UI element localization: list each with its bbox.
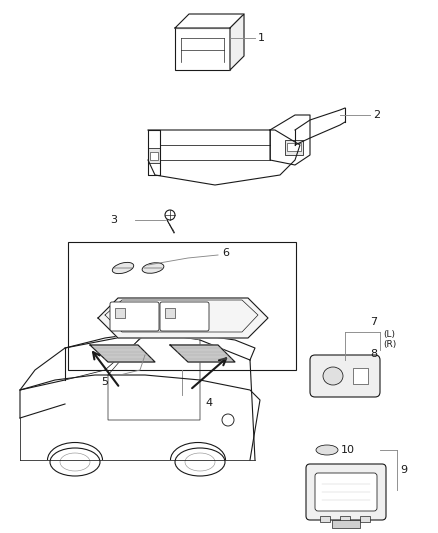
Ellipse shape <box>50 448 100 476</box>
Bar <box>353 368 368 384</box>
Bar <box>115 308 125 318</box>
Bar <box>148 148 160 163</box>
Text: (R): (R) <box>383 340 396 349</box>
Text: (L): (L) <box>383 329 395 338</box>
Ellipse shape <box>316 445 338 455</box>
Bar <box>150 152 158 160</box>
FancyBboxPatch shape <box>306 464 386 520</box>
Text: 10: 10 <box>341 445 355 455</box>
Text: 9: 9 <box>400 465 407 475</box>
Ellipse shape <box>112 262 134 273</box>
Ellipse shape <box>323 367 343 385</box>
Bar <box>360 516 370 522</box>
Polygon shape <box>90 345 155 362</box>
Bar <box>287 143 301 151</box>
Polygon shape <box>170 345 235 362</box>
Text: 3: 3 <box>110 215 117 225</box>
Ellipse shape <box>175 448 225 476</box>
Bar <box>332 520 360 528</box>
Ellipse shape <box>185 453 215 471</box>
Bar <box>285 140 303 155</box>
Polygon shape <box>230 14 244 70</box>
FancyBboxPatch shape <box>310 355 380 397</box>
Ellipse shape <box>142 263 164 273</box>
Polygon shape <box>270 115 310 165</box>
Text: 6: 6 <box>222 248 229 258</box>
Text: 7: 7 <box>370 317 377 327</box>
Bar <box>68 242 296 370</box>
FancyBboxPatch shape <box>110 302 159 331</box>
Bar <box>320 516 330 522</box>
Bar <box>175 28 230 70</box>
Text: 4: 4 <box>205 398 212 408</box>
Bar <box>165 308 175 318</box>
Circle shape <box>222 414 234 426</box>
Polygon shape <box>148 130 300 185</box>
Text: 1: 1 <box>258 33 265 43</box>
FancyBboxPatch shape <box>160 302 209 331</box>
Polygon shape <box>98 298 268 338</box>
Text: 8: 8 <box>370 349 377 359</box>
Text: 2: 2 <box>373 110 380 120</box>
Ellipse shape <box>60 453 90 471</box>
Polygon shape <box>175 14 244 28</box>
Text: 5: 5 <box>102 377 109 387</box>
FancyBboxPatch shape <box>315 473 377 511</box>
Bar <box>340 516 350 522</box>
Circle shape <box>165 210 175 220</box>
